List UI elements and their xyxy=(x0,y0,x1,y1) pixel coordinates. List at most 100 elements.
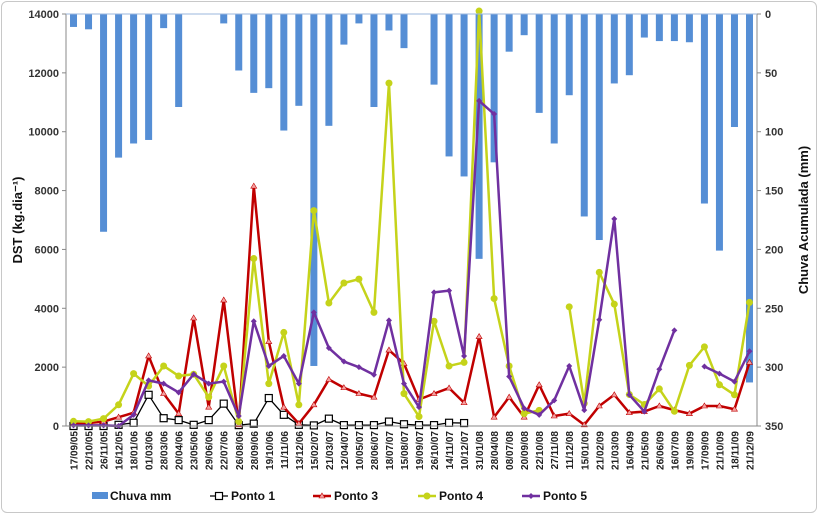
x-tick-label: 19/10/06 xyxy=(265,431,276,470)
x-tick-label: 08/07/08 xyxy=(505,431,516,470)
data-point-triangle xyxy=(325,375,333,382)
data-point-diamond xyxy=(626,391,633,398)
data-point-circle xyxy=(700,343,708,351)
x-tick-label: 26/06/09 xyxy=(655,431,666,470)
rain-bar xyxy=(370,14,378,107)
data-point-circle xyxy=(355,275,363,283)
y-right-tick-label: 350 xyxy=(765,421,783,433)
rain-bar xyxy=(715,14,723,251)
data-point-triangle xyxy=(265,337,273,344)
series-ponto-4 xyxy=(70,7,753,426)
data-point-diamond xyxy=(416,404,423,411)
data-point-diamond xyxy=(130,411,137,418)
data-point-triangle xyxy=(565,410,573,416)
x-tick-label: 18/01/06 xyxy=(130,431,141,470)
x-tick-label: 17/09/05 xyxy=(70,431,81,470)
data-point-square xyxy=(444,418,454,427)
rain-bar xyxy=(115,14,123,158)
x-tick-label: 20/04/06 xyxy=(175,431,186,470)
data-point-triangle xyxy=(445,384,453,391)
data-point-diamond xyxy=(596,316,603,323)
data-point-diamond xyxy=(235,412,242,419)
data-point-diamond xyxy=(220,378,227,385)
data-point-diamond xyxy=(476,97,483,104)
x-tick-label: 26/08/06 xyxy=(235,431,246,470)
rain-bar xyxy=(640,14,648,38)
y-right-tick-label: 200 xyxy=(765,244,783,256)
data-point-square xyxy=(384,417,394,426)
x-tick-label: 11/11/06 xyxy=(280,431,291,469)
legend-label-chuva: Chuva mm xyxy=(110,489,171,503)
data-point-diamond xyxy=(431,289,438,296)
x-tick-label: 28/06/07 xyxy=(370,431,381,470)
data-point-circle xyxy=(520,410,528,418)
data-point-triangle xyxy=(280,403,288,410)
data-point-diamond xyxy=(491,111,498,118)
rain-bar xyxy=(520,14,528,36)
data-point-diamond xyxy=(731,378,738,385)
data-point-square xyxy=(249,419,258,428)
y-left-tick-label: 12000 xyxy=(28,68,59,80)
data-point-diamond xyxy=(175,389,182,396)
data-point-diamond xyxy=(205,380,212,387)
data-point-diamond xyxy=(310,309,317,316)
data-point-circle xyxy=(160,362,168,370)
data-point-triangle xyxy=(535,381,543,388)
data-point-circle xyxy=(85,418,93,426)
data-point-triangle xyxy=(625,409,633,416)
x-tick-label: 28/03/06 xyxy=(160,431,171,470)
rain-bar xyxy=(685,14,693,43)
x-tick-label: 11/12/08 xyxy=(565,431,576,470)
legend-label: Ponto 3 xyxy=(334,489,378,503)
data-point-circle xyxy=(415,413,423,421)
rain-bar xyxy=(70,14,78,27)
data-point-triangle xyxy=(220,296,228,303)
data-point-diamond xyxy=(325,345,332,352)
x-tick-label: 15/01/09 xyxy=(580,431,591,470)
rain-bar xyxy=(430,14,438,85)
data-point-diamond xyxy=(250,318,257,325)
data-point-diamond xyxy=(566,362,573,369)
axes: 0 2000 4000 6000 8000 10000 12000 14000 0 50 100 15… xyxy=(28,9,783,470)
y-right-tick-label: 100 xyxy=(765,127,783,139)
data-point-diamond xyxy=(716,370,723,377)
data-point-circle xyxy=(655,385,663,393)
data-point-triangle xyxy=(190,314,198,321)
rain-bar xyxy=(220,14,228,24)
data-point-circle xyxy=(730,391,738,399)
data-point-triangle xyxy=(745,358,754,365)
rain-bar xyxy=(250,14,258,93)
legend: Chuva mm Ponto 1 Ponto 3 Ponto 4 Ponto 5 xyxy=(92,489,587,503)
data-point-square xyxy=(219,399,228,408)
rain-bar xyxy=(445,14,453,157)
data-point-diamond xyxy=(536,411,543,418)
rain-bar xyxy=(730,14,738,128)
y-right-tick-label: 250 xyxy=(765,303,783,315)
data-point-circle xyxy=(100,415,108,423)
data-point-square xyxy=(189,420,198,429)
data-point-square xyxy=(264,393,273,403)
rain-bar xyxy=(235,14,243,71)
data-point-circle xyxy=(175,372,183,380)
data-point-circle xyxy=(220,362,228,370)
data-point-diamond xyxy=(521,405,528,412)
y-left-tick-label: 2000 xyxy=(35,362,59,374)
x-tick-label: 26/10/07 xyxy=(430,431,441,470)
data-point-triangle xyxy=(550,412,558,419)
rain-bar xyxy=(745,14,753,383)
data-point-circle xyxy=(670,407,678,415)
data-point-diamond xyxy=(70,422,77,429)
legend-swatch-chuva xyxy=(92,492,108,499)
data-point-square xyxy=(174,416,183,425)
rain-bar xyxy=(355,14,363,24)
x-tick-label: 26/11/05 xyxy=(100,431,111,470)
series-line xyxy=(703,350,751,383)
data-point-square xyxy=(279,410,288,419)
x-tick-label: 16/07/09 xyxy=(670,431,681,470)
rain-bar xyxy=(700,14,708,204)
data-point-circle xyxy=(70,417,78,425)
data-point-triangle xyxy=(700,402,708,409)
x-tick-label: 01/03/06 xyxy=(145,431,156,470)
data-point-triangle xyxy=(175,410,183,416)
y-left-tick-label: 6000 xyxy=(35,244,59,256)
